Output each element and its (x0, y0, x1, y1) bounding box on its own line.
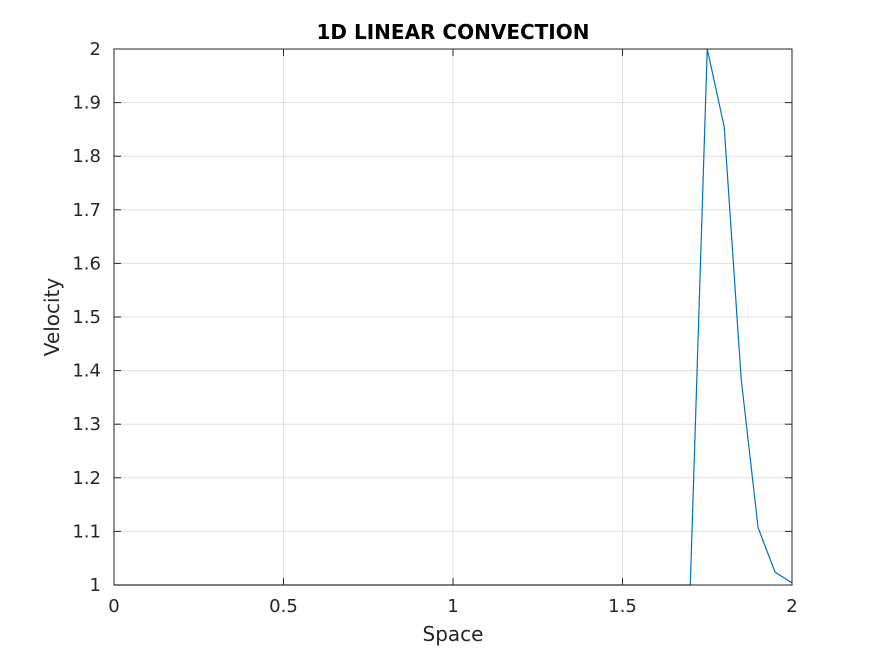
y-tick-label: 1.1 (72, 521, 101, 542)
y-tick-label: 1.4 (72, 361, 101, 382)
y-tick-label: 1.3 (72, 414, 101, 435)
y-tick-label: 1.5 (72, 307, 101, 328)
x-tick-label: 1 (447, 596, 458, 617)
y-tick-label: 1.8 (72, 146, 101, 167)
chart-title: 1D LINEAR CONVECTION (317, 20, 590, 44)
x-tick-label: 0.5 (269, 596, 298, 617)
y-tick-label: 1.9 (72, 93, 101, 114)
y-tick-label: 1.6 (72, 253, 101, 274)
ticks (113, 48, 793, 586)
y-tick-label: 1 (90, 575, 101, 596)
y-tick-label: 1.7 (72, 200, 101, 221)
x-tick-labels: 0 0.5 1 1.5 2 (108, 596, 797, 617)
y-tick-labels: 1 1.1 1.2 1.3 1.4 1.5 1.6 1.7 1.8 1.9 2 (72, 39, 101, 596)
y-tick-label: 1.2 (72, 468, 101, 489)
x-tick-label: 1.5 (608, 596, 637, 617)
x-tick-label: 2 (786, 596, 797, 617)
x-tick-label: 0 (108, 596, 119, 617)
x-axis-label: Space (423, 622, 484, 646)
grid (114, 49, 792, 585)
y-tick-label: 2 (90, 39, 101, 60)
y-axis-label: Velocity (40, 278, 64, 357)
